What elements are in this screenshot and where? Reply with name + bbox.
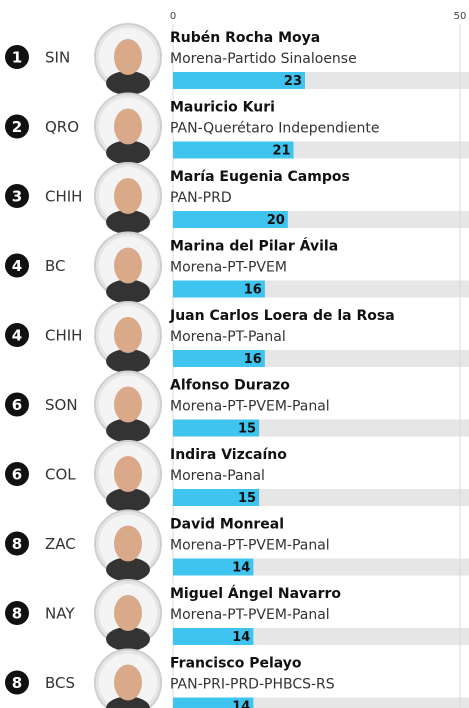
rank-badge	[5, 184, 29, 208]
photo-body	[106, 349, 150, 373]
state: QRO	[45, 118, 79, 136]
x-tick-label: 50	[454, 11, 467, 22]
rank: 6	[12, 466, 22, 484]
value-label: 23	[284, 74, 302, 89]
photo-face	[114, 178, 142, 214]
bar	[173, 697, 254, 708]
party: Morena-PT-PVEM-Panal	[170, 607, 330, 623]
party: Morena-PT-PVEM-Panal	[170, 538, 330, 554]
photo-face	[114, 317, 142, 353]
bar	[173, 72, 306, 89]
rank: 8	[12, 674, 22, 692]
photo-body	[106, 279, 150, 304]
bar	[173, 211, 288, 228]
state: BC	[45, 257, 66, 275]
rank: 4	[12, 327, 22, 345]
state: COL	[45, 466, 76, 484]
rank-badge	[5, 323, 29, 347]
candidate-name: Mauricio Kuri	[170, 100, 275, 116]
photo-body	[106, 557, 150, 582]
rank: 8	[12, 605, 22, 623]
party: PAN-PRD	[170, 190, 232, 206]
photo-body	[106, 696, 150, 708]
bar-track	[173, 697, 469, 708]
photo-body	[106, 71, 150, 95]
party: Morena-Partido Sinaloense	[170, 51, 357, 67]
candidate-name: Rubén Rocha Moya	[170, 30, 320, 46]
state: ZAC	[45, 535, 76, 553]
bar	[173, 628, 254, 645]
state: SON	[45, 396, 78, 414]
bar	[173, 489, 260, 506]
photo-body	[106, 627, 150, 651]
state: SIN	[45, 49, 70, 67]
value-label: 20	[267, 213, 285, 228]
candidate-name: Marina del Pilar Ávila	[170, 238, 338, 255]
photo-body	[106, 418, 150, 443]
photo-face	[114, 108, 142, 145]
bar	[173, 558, 254, 576]
bar	[173, 141, 294, 159]
x-tick-label: 0	[170, 11, 176, 22]
state: NAY	[45, 605, 75, 623]
rank-badge	[5, 601, 29, 625]
value-label: 15	[238, 491, 256, 506]
rank: 4	[12, 257, 22, 275]
rank-badge	[5, 253, 29, 278]
rank-badge	[5, 670, 29, 695]
rank: 2	[12, 118, 22, 136]
rank: 6	[12, 396, 22, 414]
state: CHIH	[45, 327, 82, 345]
photo-face	[114, 39, 142, 75]
rank: 8	[12, 535, 22, 553]
bar	[173, 280, 265, 298]
photo-body	[106, 140, 150, 165]
photo-face	[114, 595, 142, 631]
value-label: 14	[232, 630, 250, 645]
value-label: 16	[244, 283, 262, 298]
party: PAN-PRI-PRD-PHBCS-RS	[170, 677, 335, 693]
candidate-name: Juan Carlos Loera de la Rosa	[169, 308, 395, 324]
rank-badge	[5, 114, 29, 139]
party: Morena-PT-Panal	[170, 329, 286, 345]
photo-face	[114, 456, 142, 492]
candidate-name: María Eugenia Campos	[170, 169, 350, 185]
candidate-name: David Monreal	[170, 517, 284, 533]
photo-body	[106, 210, 150, 234]
rank-badge	[5, 531, 29, 556]
value-label: 15	[238, 422, 256, 437]
value-label: 14	[232, 700, 250, 708]
rank: 3	[12, 188, 22, 206]
bar	[173, 419, 260, 437]
candidate-name: Indira Vizcaíno	[170, 447, 287, 463]
state: CHIH	[45, 188, 82, 206]
rank: 1	[12, 49, 22, 67]
candidate-name: Miguel Ángel Navarro	[170, 585, 341, 602]
candidate-name: Francisco Pelayo	[170, 656, 302, 672]
rank-badge	[5, 45, 29, 69]
party: PAN-Querétaro Independiente	[170, 121, 380, 137]
photo-body	[106, 488, 150, 512]
party: Morena-PT-PVEM-Panal	[170, 399, 330, 415]
rank-badge	[5, 392, 29, 417]
value-label: 14	[232, 561, 250, 576]
party: Morena-PT-PVEM	[170, 260, 287, 276]
photo-face	[114, 664, 142, 701]
value-label: 16	[244, 352, 262, 367]
photo-face	[114, 247, 142, 284]
photo-face	[114, 386, 142, 423]
value-label: 21	[272, 144, 290, 159]
party: Morena-Panal	[170, 468, 265, 484]
state: BCS	[45, 674, 75, 692]
bar	[173, 350, 265, 367]
candidate-name: Alfonso Durazo	[170, 378, 290, 394]
rank-badge	[5, 462, 29, 486]
photo-face	[114, 525, 142, 562]
